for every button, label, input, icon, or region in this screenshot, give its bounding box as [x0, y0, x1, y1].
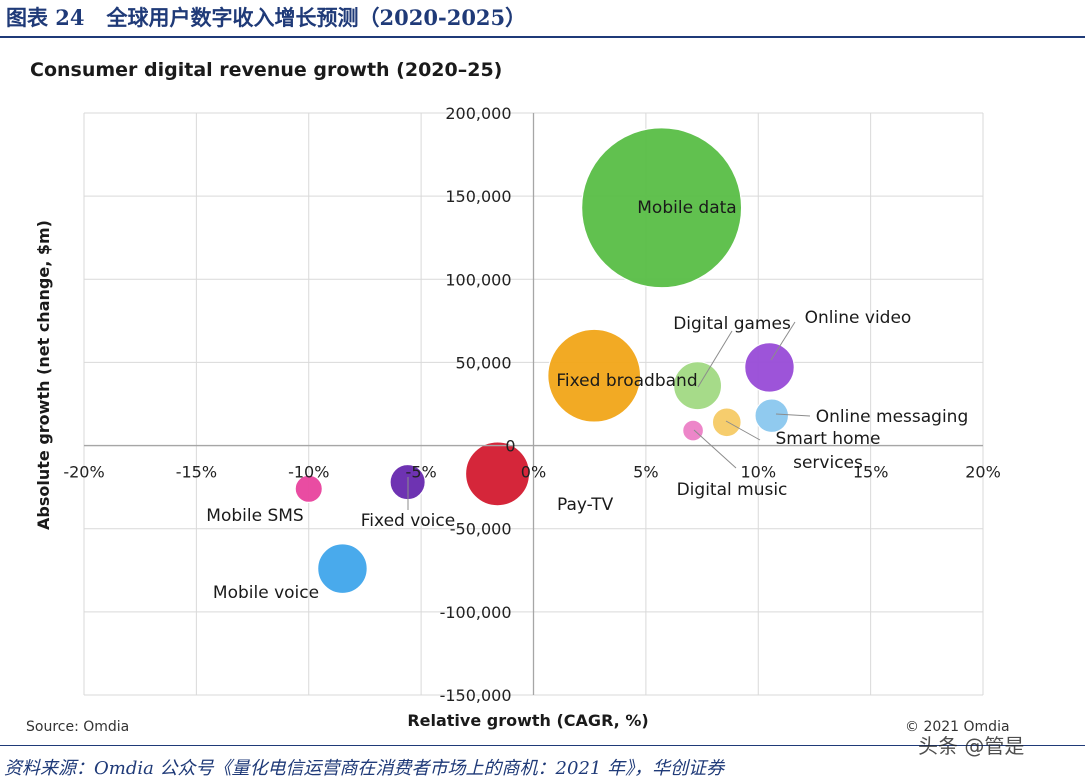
bubble-label: Mobile voice: [213, 583, 319, 603]
bubble-digital-music: [682, 419, 705, 442]
y-tick-label: 50,000: [456, 353, 512, 372]
copyright-note: © 2021 Omdia: [905, 719, 1010, 735]
bubble-label: Online video: [805, 308, 912, 328]
watermark: 头条 @管是: [918, 734, 1025, 758]
axes: [84, 113, 983, 695]
leader-lines: [407, 321, 811, 510]
bubble-fixed-broadband: [547, 328, 642, 423]
leader-line: [770, 321, 796, 361]
bubble-label: Fixed broadband: [556, 371, 697, 391]
bubble-mobile-data: [581, 127, 743, 289]
y-tick-label: 100,000: [445, 270, 511, 289]
bubble-online-video: [744, 342, 795, 393]
x-tick-label: 10%: [740, 463, 776, 482]
bubble-mobile-sms: [294, 474, 323, 504]
x-tick-label: -5%: [406, 463, 437, 482]
source-note: Source: Omdia: [26, 719, 129, 735]
y-axis-label: Absolute growth (net change, $m): [34, 220, 53, 530]
y-tick-label: 200,000: [445, 104, 511, 123]
bubble-label: Mobile data: [637, 198, 736, 218]
figure-number: 图表 24: [6, 5, 85, 30]
figure-caption: 全球用户数字收入增长预测（2020-2025）: [106, 5, 527, 30]
x-tick-label: -10%: [288, 463, 329, 482]
bubble-smart-home-services: [711, 407, 742, 438]
y-tick-label: -150,000: [440, 686, 512, 705]
bubble-label: Digital music: [677, 480, 788, 500]
bubble-digital-games: [672, 361, 723, 411]
bubble-label: Smart home: [775, 429, 880, 449]
bubble-label: Online messaging: [816, 407, 968, 427]
labels: Consumer digital revenue growth (2020–25…: [26, 59, 1010, 735]
x-axis-label: Relative growth (CAGR, %): [407, 711, 648, 730]
leader-line: [697, 330, 733, 388]
bubble-label: Fixed voice: [361, 511, 455, 531]
bubble-label: Pay-TV: [557, 495, 614, 515]
bubble-label: Mobile SMS: [206, 506, 303, 526]
y-tick-label: 0: [505, 437, 515, 456]
leader-line: [775, 413, 811, 417]
y-tick-label: 150,000: [445, 187, 511, 206]
bubbles: [294, 127, 795, 595]
chart-title: Consumer digital revenue growth (2020–25…: [30, 59, 502, 81]
x-tick-label: 15%: [853, 463, 889, 482]
x-tick-label: -20%: [63, 463, 104, 482]
y-tick-label: -50,000: [450, 520, 512, 539]
bubble-label: services: [793, 453, 863, 473]
x-tick-label: 0%: [521, 463, 546, 482]
footer-source: 资料来源：Omdia 公众号《量化电信运营商在消费者市场上的商机：2021 年》…: [4, 758, 725, 779]
footer-divider: [0, 745, 1085, 746]
x-tick-label: 20%: [965, 463, 1001, 482]
x-tick-label: 5%: [633, 463, 658, 482]
x-tick-label: -15%: [176, 463, 217, 482]
bubble-mobile-voice: [317, 543, 368, 595]
leader-line: [725, 420, 761, 441]
title-divider: [0, 36, 1085, 38]
bubble-label: Digital games: [673, 314, 791, 334]
y-tick-label: -100,000: [440, 603, 512, 622]
bubble-pay-tv: [464, 441, 531, 507]
bubble-online-messaging: [754, 398, 790, 434]
figure-title: 图表 24 全球用户数字收入增长预测（2020-2025）: [6, 2, 526, 34]
leader-line: [693, 429, 737, 469]
